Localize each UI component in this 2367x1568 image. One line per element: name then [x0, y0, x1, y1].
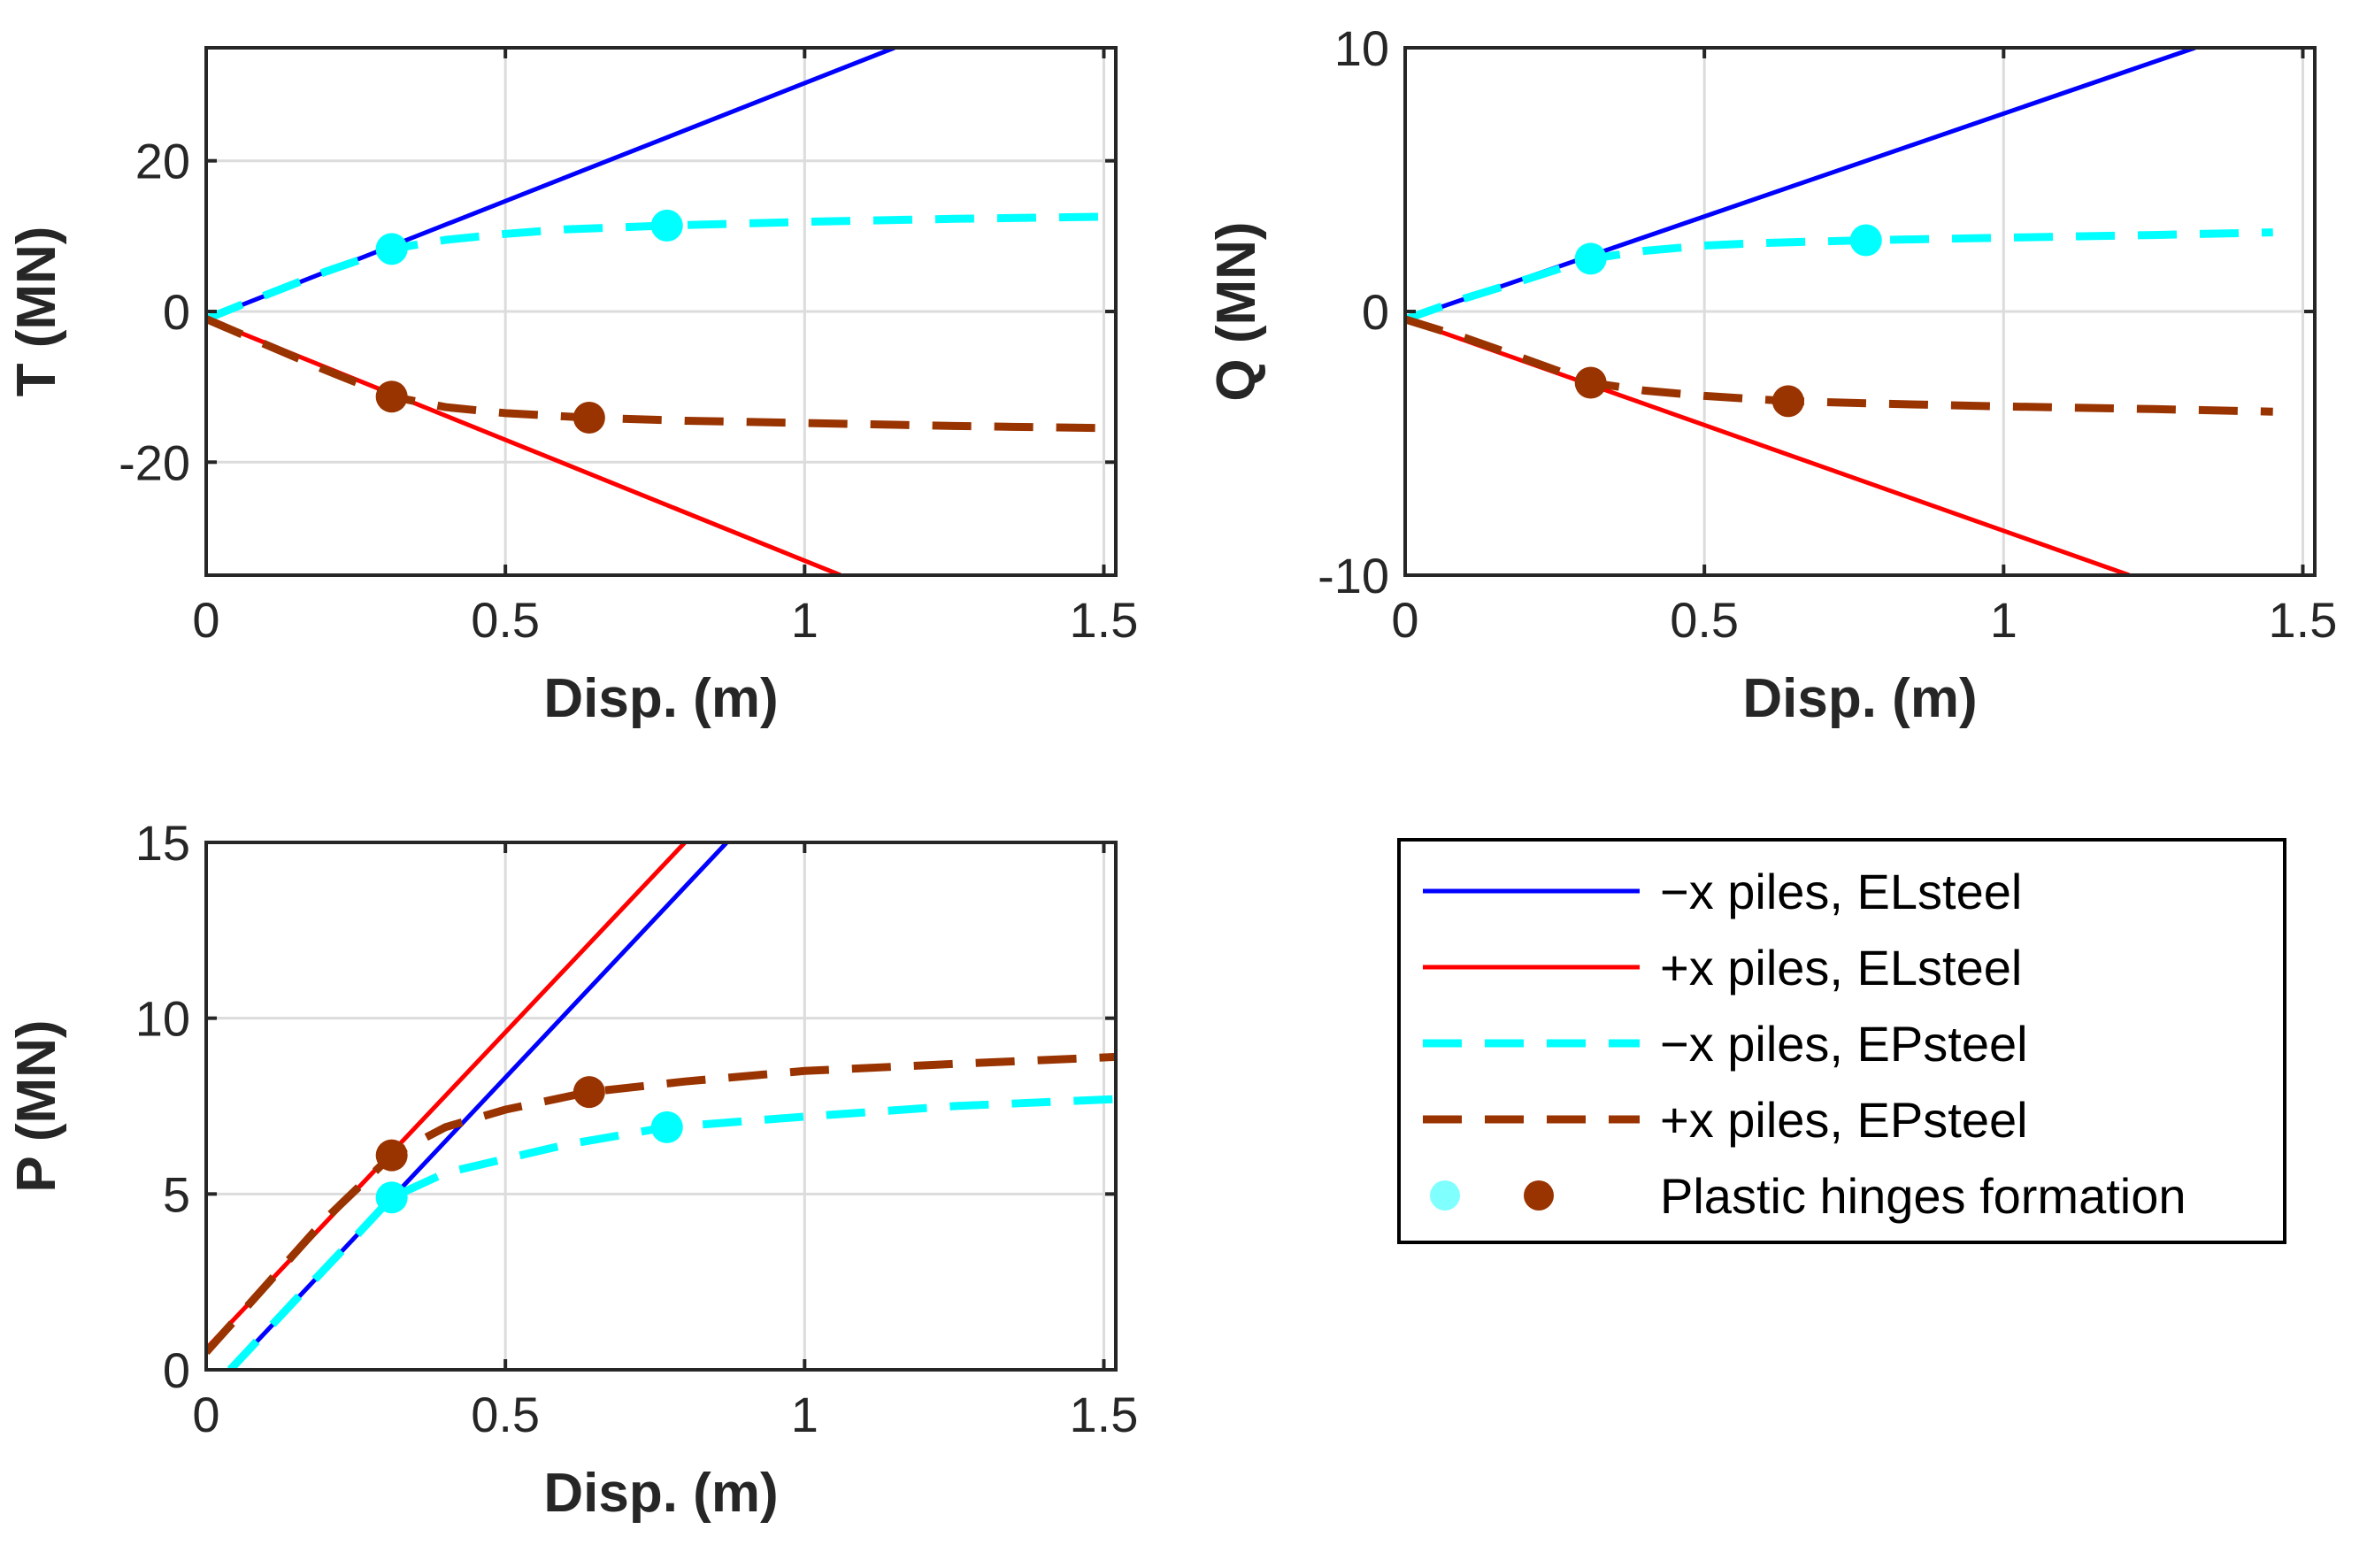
hinge-marker-T-2 [375, 380, 408, 413]
hinge-marker-P-3 [573, 1076, 605, 1109]
hinge-marker-Q-0 [1574, 242, 1607, 275]
ytick-label-T-0: -20 [119, 434, 190, 490]
xtick-label-Q-2: 1 [1990, 592, 2017, 648]
ytick-label-P-1: 5 [163, 1166, 190, 1222]
hinge-marker-Q-1 [1849, 224, 1882, 257]
series-plus-el-T [206, 317, 842, 575]
ylabel-T: T (MN) [6, 227, 67, 397]
hinge-marker-T-1 [650, 209, 683, 242]
xtick-label-T-3: 1.5 [1070, 592, 1139, 648]
xtick-label-P-2: 1 [791, 1387, 818, 1442]
legend-box [1397, 838, 2286, 1244]
xtick-label-Q-1: 0.5 [1670, 592, 1739, 648]
xlabel-Q: Disp. (m) [1742, 668, 1977, 729]
legend-entries: −x piles, ELsteel +x piles, ELsteel −x pil… [1423, 864, 2028, 1148]
hinge-marker-Q-3 [1771, 385, 1804, 418]
chart-P: 0 0.5 1 1.5 0 5 10 15 Disp. (m) P (MN) [6, 815, 1138, 1524]
legend-markers-label: Plastic hinges formation [1660, 1168, 2186, 1224]
series-plus-ep-P [206, 1052, 1116, 1356]
series-minus-ep-T [206, 212, 1116, 323]
legend-hinge-marker-plus [1524, 1180, 1554, 1211]
series-plus-el-P [206, 842, 687, 1350]
xtick-label-Q-3: 1.5 [2269, 592, 2338, 648]
series-minus-el-T [206, 48, 895, 321]
xtick-label-P-1: 0.5 [471, 1387, 540, 1442]
series-plus-ep-T [206, 315, 1116, 433]
legend: −x piles, ELsteel +x piles, ELsteel −x pil… [1397, 838, 2286, 1244]
legend-label-plus-el: +x piles, ELsteel [1660, 940, 2022, 995]
ytick-label-Q-2: 10 [1334, 20, 1389, 76]
ytick-label-Q-1: 0 [1362, 284, 1389, 340]
ytick-label-P-3: 15 [135, 815, 190, 871]
xtick-label-Q-0: 0 [1391, 592, 1418, 648]
axes-box-P [204, 841, 1118, 1372]
series-plus-ep-Q [1405, 315, 2273, 416]
chart-T: 0 0.5 1 1.5 -20 0 20 Disp. (m) T (MN) [6, 46, 1139, 729]
legend-hinge-marker-minus [1430, 1180, 1460, 1211]
series-minus-el-P [228, 842, 729, 1370]
hinge-marker-P-1 [650, 1111, 683, 1143]
series-minus-ep-P [227, 1095, 1116, 1370]
legend-label-plus-ep: +x piles, EPsteel [1660, 1092, 2028, 1148]
xtick-label-P-0: 0 [192, 1387, 219, 1442]
ylabel-Q: Q (MN) [1206, 221, 1267, 401]
xtick-label-P-3: 1.5 [1070, 1387, 1139, 1442]
hinge-marker-Q-2 [1574, 366, 1607, 399]
series-minus-ep-Q [1405, 228, 2273, 324]
hinge-marker-T-0 [375, 233, 408, 265]
xlabel-P: Disp. (m) [543, 1463, 778, 1524]
legend-label-minus-el: −x piles, ELsteel [1660, 864, 2022, 919]
ylabel-P: P (MN) [6, 1019, 67, 1192]
ytick-label-T-1: 0 [163, 284, 190, 340]
hinge-marker-T-3 [573, 402, 605, 434]
ytick-label-P-2: 10 [135, 991, 190, 1047]
xtick-label-T-0: 0 [192, 592, 219, 648]
xtick-label-T-1: 0.5 [471, 592, 540, 648]
xlabel-T: Disp. (m) [543, 668, 778, 729]
charts: 0 0.5 1 1.5 -20 0 20 Disp. (m) T (MN) 0 0.5 1 1.5 -10… [6, 20, 2337, 1524]
series-plus-el-Q [1405, 317, 2131, 575]
hinge-marker-P-2 [375, 1139, 408, 1172]
ytick-label-Q-0: -10 [1318, 548, 1389, 603]
xtick-label-T-2: 1 [791, 592, 818, 648]
ytick-label-T-2: 20 [135, 134, 190, 189]
legend-label-minus-ep: −x piles, EPsteel [1660, 1016, 2028, 1072]
ytick-label-P-0: 0 [163, 1342, 190, 1398]
hinge-marker-P-0 [375, 1181, 408, 1214]
